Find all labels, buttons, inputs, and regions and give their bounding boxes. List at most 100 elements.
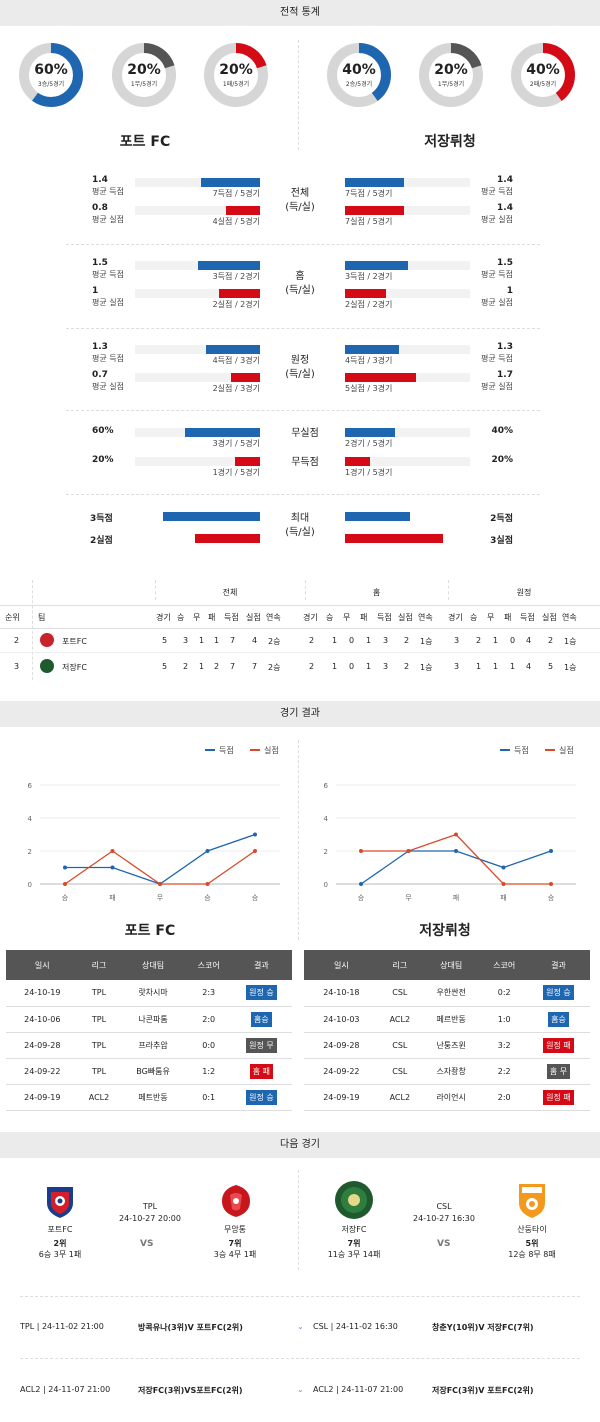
next-left-team2-rank: 7위 xyxy=(228,1239,242,1248)
cell-opp: 난퉁즈윈 xyxy=(420,1032,482,1059)
cell-date: 24-10-19 xyxy=(6,980,79,1007)
stat-cell: 4 xyxy=(526,636,532,645)
chevron-down-icon[interactable]: ⌄ xyxy=(297,1322,304,1331)
section-title-results: 경기 결과 xyxy=(0,701,600,727)
team-cell: 저장FC xyxy=(62,663,87,672)
cell-score: 2:2 xyxy=(481,1058,527,1085)
left-bar-label: 4득점 / 3경기 xyxy=(212,356,260,365)
cell-score: 2:0 xyxy=(186,1006,231,1033)
x-tick-label: 승 xyxy=(548,894,555,902)
stat-cell: 3 xyxy=(183,636,189,645)
left-bar-label: 4실점 / 5경기 xyxy=(212,217,260,226)
cell-score: 0:0 xyxy=(186,1032,231,1059)
cell-score: 3:2 xyxy=(481,1032,527,1059)
header-rank: 순위 xyxy=(5,613,20,622)
left-avg-value: 1 xyxy=(92,286,99,296)
team-logo-icon xyxy=(40,633,54,647)
data-point xyxy=(205,849,210,853)
right-bar-label: 3득점 / 2경기 xyxy=(345,272,393,281)
right-bar-label: 7실점 / 5경기 xyxy=(345,217,393,226)
y-tick-label: 2 xyxy=(28,848,32,856)
left-avg-value: 0.7 xyxy=(92,370,108,380)
result-badge: 원정 무 xyxy=(246,1037,277,1053)
next-left-team1-rank: 2위 xyxy=(53,1239,67,1248)
left-avg-label: 평균 득점 xyxy=(92,354,124,363)
stat-cell: 1 xyxy=(199,662,205,671)
header-col: 패 xyxy=(360,613,368,622)
results-header: 상대팀 xyxy=(420,950,482,980)
rank-cell: 2 xyxy=(14,636,20,645)
donut-sub: 2승/5경기 xyxy=(345,81,373,88)
y-tick-label: 0 xyxy=(324,881,328,889)
header-col: 득점 xyxy=(520,613,535,622)
stat-cell: 1 xyxy=(493,636,499,645)
upcoming-right-match: 창춘Y(10위)V 저장FC(7위) xyxy=(432,1323,534,1332)
right-avg-value: 1.4 xyxy=(497,175,513,185)
stat-cell: 5 xyxy=(162,662,168,671)
right-bar-label: 4득점 / 3경기 xyxy=(345,356,393,365)
stat-cell: 1 xyxy=(366,636,372,645)
chevron-down-icon[interactable]: ⌄ xyxy=(297,1385,304,1394)
bar-track xyxy=(345,428,470,437)
next-left-team1-record: 6승 3무 1패 xyxy=(38,1250,82,1259)
left-avg-label: 평균 실점 xyxy=(92,298,124,307)
right-bar-label: 7득점 / 5경기 xyxy=(345,189,393,198)
bar-track xyxy=(345,345,470,354)
header-col: 실점 xyxy=(398,613,413,622)
section-title-stats: 전적 통계 xyxy=(0,0,600,26)
stat-cell: 2 xyxy=(404,662,410,671)
header-col: 득점 xyxy=(224,613,239,622)
stat-cell: 2승 xyxy=(268,637,281,646)
upcoming-right-info: ACL2 | 24-11-07 21:00 xyxy=(313,1385,404,1394)
cell-opp: 우한싼전 xyxy=(420,980,482,1007)
result-badge: 홈 무 xyxy=(546,1063,571,1079)
data-point xyxy=(454,832,458,837)
right-bar xyxy=(345,457,370,466)
result-badge: 원정 승 xyxy=(543,985,574,1001)
cell-date: 24-09-19 xyxy=(304,1084,379,1111)
standings-group-all: 전체 xyxy=(222,588,238,597)
upcoming-left-info: ACL2 | 24-11-07 21:00 xyxy=(20,1385,111,1394)
left-avg-label: 평균 득점 xyxy=(92,187,124,196)
next-right-team1-record: 11승 3무 14패 xyxy=(327,1250,381,1259)
bar-track xyxy=(135,457,260,466)
bar-track xyxy=(135,206,260,215)
cell-date: 24-10-06 xyxy=(6,1006,79,1033)
left-rate-value: 60% xyxy=(92,426,114,436)
upcoming-left-match: 저장FC(3위)VS포트FC(2위) xyxy=(138,1386,243,1395)
header-col: 실점 xyxy=(246,613,261,622)
stat-cell: 7 xyxy=(230,662,236,671)
cell-league: CSL xyxy=(378,1032,421,1059)
cell-score: 0:2 xyxy=(481,980,527,1007)
stat-cell: 1승 xyxy=(420,637,433,646)
donut-chart: 40% 2패/5경기 xyxy=(510,42,576,108)
stat-cell: 5 xyxy=(548,662,554,671)
donut-value: 40% xyxy=(342,62,376,78)
legend-label: 실점 xyxy=(264,745,279,755)
result-badge: 원정 승 xyxy=(246,985,277,1001)
table-row: 24-09-19 ACL2 페트반동 0:1 원정 승 xyxy=(6,1084,292,1111)
donut-sub: 3승/5경기 xyxy=(37,81,65,88)
legend-label: 실점 xyxy=(559,745,574,755)
left-bar-label: 1경기 / 5경기 xyxy=(212,468,260,477)
line-charts: 득점 실점 0 2 4 6 승 패 무 승 승 득점 실점 0 2 4 6 승 무 패 패 승 xyxy=(28,745,576,902)
cell-league: CSL xyxy=(378,1058,421,1085)
right-bar xyxy=(345,261,408,270)
x-tick-label: 패 xyxy=(453,893,459,902)
x-tick-label: 승 xyxy=(252,894,259,902)
table-row: 24-09-19 ACL2 라이언시 2:0 원정 패 xyxy=(304,1084,590,1111)
bar-track xyxy=(135,289,260,298)
left-rate-value: 20% xyxy=(92,455,114,465)
donut-sub: 1패/5경기 xyxy=(222,81,250,88)
cell-opp: 라이언시 xyxy=(420,1084,482,1111)
results-header: 스코어 xyxy=(481,950,527,980)
cell-league: TPL xyxy=(78,1006,120,1033)
result-badge: 홈 패 xyxy=(249,1063,274,1079)
series-line xyxy=(65,833,256,885)
right-bar-label: 5실점 / 3경기 xyxy=(345,384,393,393)
upcoming-right-info: CSL | 24-11-02 16:30 xyxy=(313,1322,398,1331)
series-line xyxy=(361,833,551,885)
stat-group-label-sub: (득/실) xyxy=(285,369,315,380)
cell-date: 24-09-28 xyxy=(304,1032,379,1059)
data-point xyxy=(110,849,115,853)
